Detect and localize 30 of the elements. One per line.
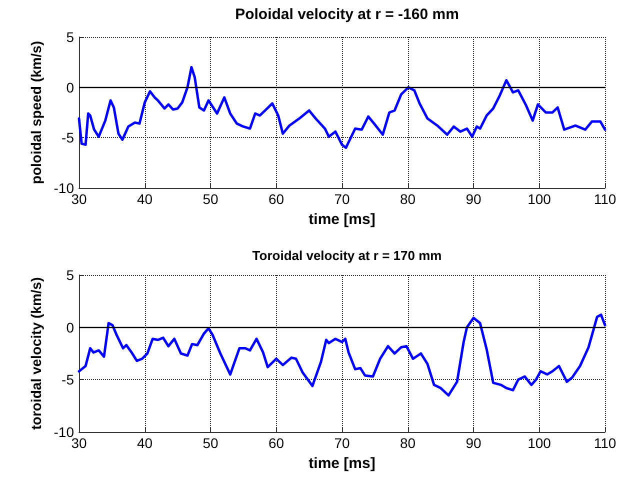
y-tick-label: 5: [66, 267, 74, 283]
x-tick-label: 100: [528, 191, 552, 207]
x-axis-title: time [ms]: [308, 455, 376, 472]
x-tick-label: 70: [334, 191, 350, 207]
x-tick-label: 70: [334, 435, 350, 451]
x-tick-label: 50: [202, 191, 218, 207]
x-tick-label: 80: [400, 435, 416, 451]
chart-title: Toroidal velocity at r = 170 mm: [252, 248, 442, 263]
x-tick-label: 110: [594, 435, 616, 451]
y-axis-title: toroidal velocity (km/s): [28, 277, 44, 430]
y-tick-label: 0: [66, 79, 74, 96]
chart-title: Poloidal velocity at r = -160 mm: [235, 6, 459, 23]
x-axis-title: time [ms]: [308, 211, 376, 228]
line-series: [78, 314, 606, 397]
y-axis-title: poloidal speed (km/s): [28, 40, 44, 184]
y-tick-label: 0: [66, 319, 74, 336]
x-tick-label: 80: [400, 191, 416, 207]
x-tick-label: 60: [268, 191, 284, 207]
x-tick-label: 60: [268, 435, 284, 451]
x-tick-label: 50: [202, 435, 218, 451]
y-tick-label: -5: [62, 130, 74, 146]
x-tick-label: 40: [136, 435, 153, 451]
x-tick-label: 40: [136, 191, 153, 207]
x-tick-label: 90: [466, 435, 482, 451]
line-series: [78, 66, 606, 149]
y-tick-label: 5: [66, 29, 74, 45]
x-tick-label: 90: [466, 191, 482, 207]
y-tick-label: -5: [62, 372, 74, 388]
x-tick-label: 110: [594, 191, 616, 207]
x-tick-label: 100: [528, 435, 552, 451]
